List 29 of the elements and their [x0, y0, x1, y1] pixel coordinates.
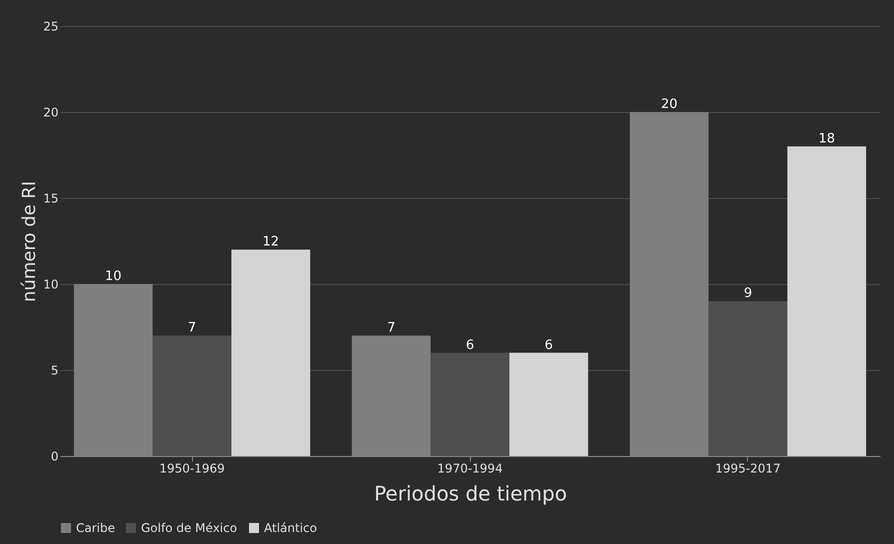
data-label: 12 — [262, 234, 280, 250]
bar — [787, 146, 866, 456]
data-label: 9 — [744, 286, 752, 302]
bar — [231, 250, 310, 456]
y-axis-title: número de RI — [19, 180, 40, 302]
data-label: 7 — [188, 320, 196, 336]
x-tick-label: 1995-2017 — [715, 462, 781, 476]
bar — [509, 352, 588, 456]
x-tick-label: 1970-1994 — [437, 462, 503, 476]
bar — [430, 352, 510, 456]
bar — [152, 336, 232, 456]
data-label: 6 — [544, 338, 553, 353]
x-tick-label: 1950-1969 — [159, 462, 225, 476]
data-label: 20 — [660, 97, 678, 112]
y-tick-label: 20 — [43, 106, 58, 120]
data-label: 18 — [818, 131, 835, 146]
data-label: 6 — [466, 338, 474, 353]
legend-label: Golfo de México — [141, 521, 238, 535]
data-label: 10 — [105, 269, 122, 284]
y-tick-label: 15 — [43, 192, 58, 206]
y-tick-label: 0 — [50, 450, 58, 464]
bar — [708, 301, 788, 456]
legend-label: Atlántico — [264, 521, 317, 535]
y-tick-label: 25 — [43, 20, 58, 34]
y-tick-label: 5 — [50, 364, 58, 378]
x-axis-title: Periodos de tiempo — [374, 482, 567, 506]
legend-label: Caribe — [76, 521, 115, 535]
y-tick-label: 10 — [43, 278, 58, 292]
data-label: 7 — [387, 320, 396, 336]
